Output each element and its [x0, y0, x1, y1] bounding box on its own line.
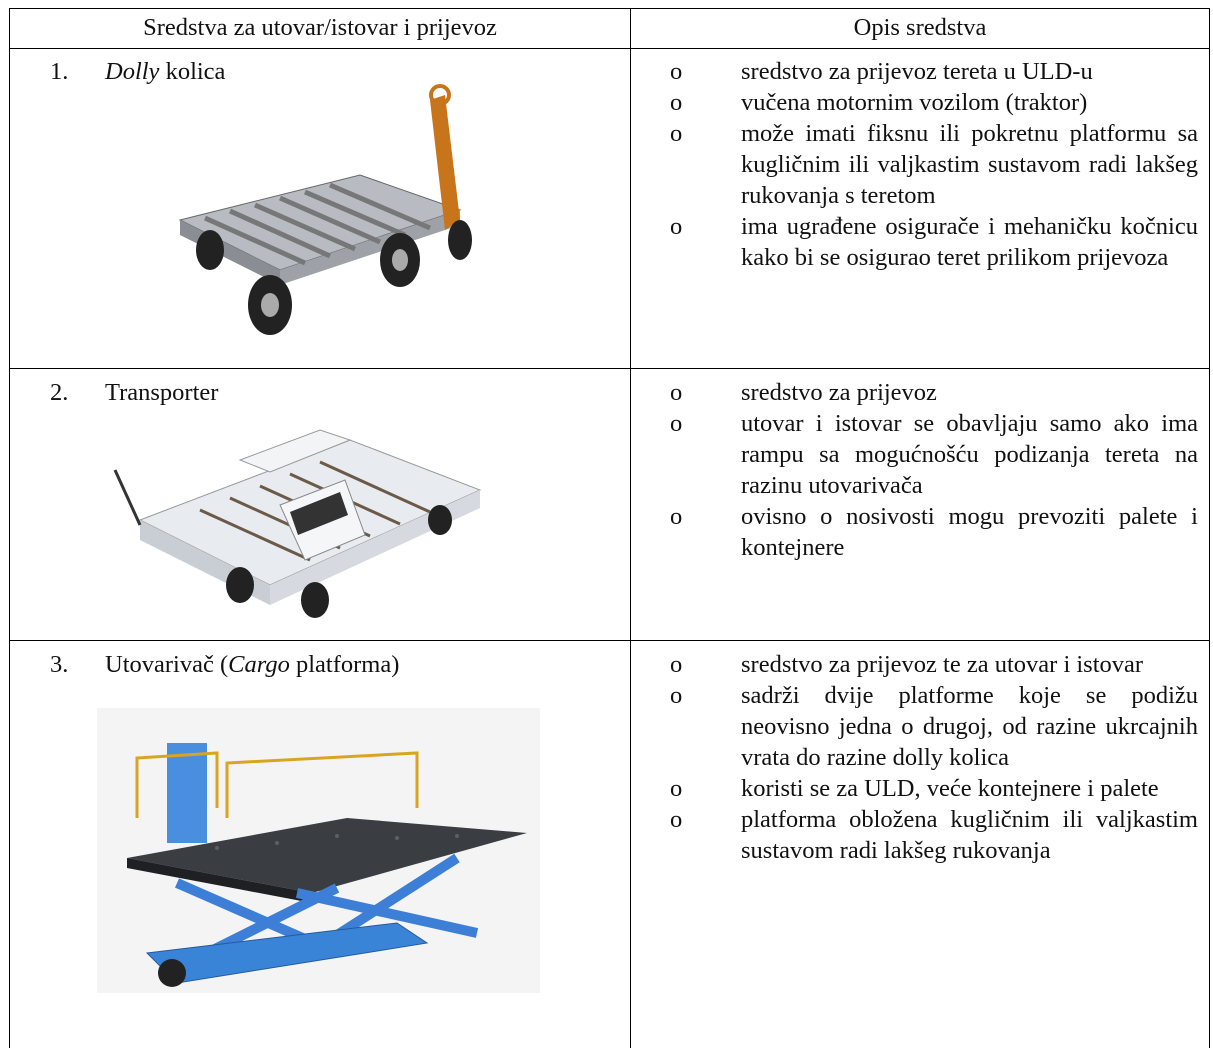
description-item: ovisno o nosivosti mogu prevoziti palete…: [665, 501, 1198, 563]
table: Sredstva za utovar/istovar i prijevoz Op…: [9, 8, 1210, 1048]
description-item: koristi se za ULD, veće kontejnere i pal…: [665, 773, 1198, 804]
label-part: Dolly: [105, 58, 160, 85]
row-number: 1.: [50, 58, 69, 85]
label-part: kolica: [159, 58, 226, 85]
description-item: platforma obložena kugličnim ili valjkas…: [665, 804, 1198, 866]
header-cell: Sredstva za utovar/istovar i prijevoz: [143, 14, 497, 41]
row-divider: [10, 640, 1209, 641]
column-divider: [630, 9, 631, 1048]
description-item: sadrži dvije platforme koje se podižu ne…: [665, 680, 1198, 773]
description-item: sredstvo za prijevoz tereta u ULD-u: [665, 56, 1198, 87]
row-divider: [10, 48, 1209, 49]
row-label: Utovarivač (Cargo platforma): [105, 649, 399, 680]
label-part: Utovarivač (: [105, 651, 229, 678]
description-item: sredstvo za prijevoz: [665, 377, 1198, 408]
description-item: sredstvo za prijevoz te za utovar i isto…: [665, 649, 1198, 680]
label-part: Transporter: [105, 379, 219, 406]
cargo-loader-image: [97, 708, 540, 993]
transporter-image: [113, 429, 482, 618]
header-cell: Opis sredstva: [853, 14, 987, 41]
description-item: može imati fiksnu ili pokretnu platformu…: [665, 118, 1198, 211]
description-item: utovar i istovar se obavljaju samo ako i…: [665, 408, 1198, 501]
label-part: platforma): [289, 651, 400, 678]
description-list: sredstvo za prijevoz te za utovar i isto…: [665, 649, 1198, 866]
label-part: Cargo: [228, 651, 290, 678]
row-label: Dolly kolica: [105, 56, 225, 87]
description-item: ima ugrađene osigurače i mehaničku kočni…: [665, 211, 1198, 273]
description-item: vučena motornim vozilom (traktor): [665, 87, 1198, 118]
description-list: sredstvo za prijevoz tereta u ULD-uvučen…: [665, 56, 1198, 273]
row-number: 2.: [50, 379, 69, 406]
description-list: sredstvo za prijevozutovar i istovar se …: [665, 377, 1198, 563]
row-label: Transporter: [105, 377, 218, 408]
row-divider: [10, 368, 1209, 369]
dolly-image: [178, 84, 472, 335]
row-number: 3.: [50, 651, 69, 678]
